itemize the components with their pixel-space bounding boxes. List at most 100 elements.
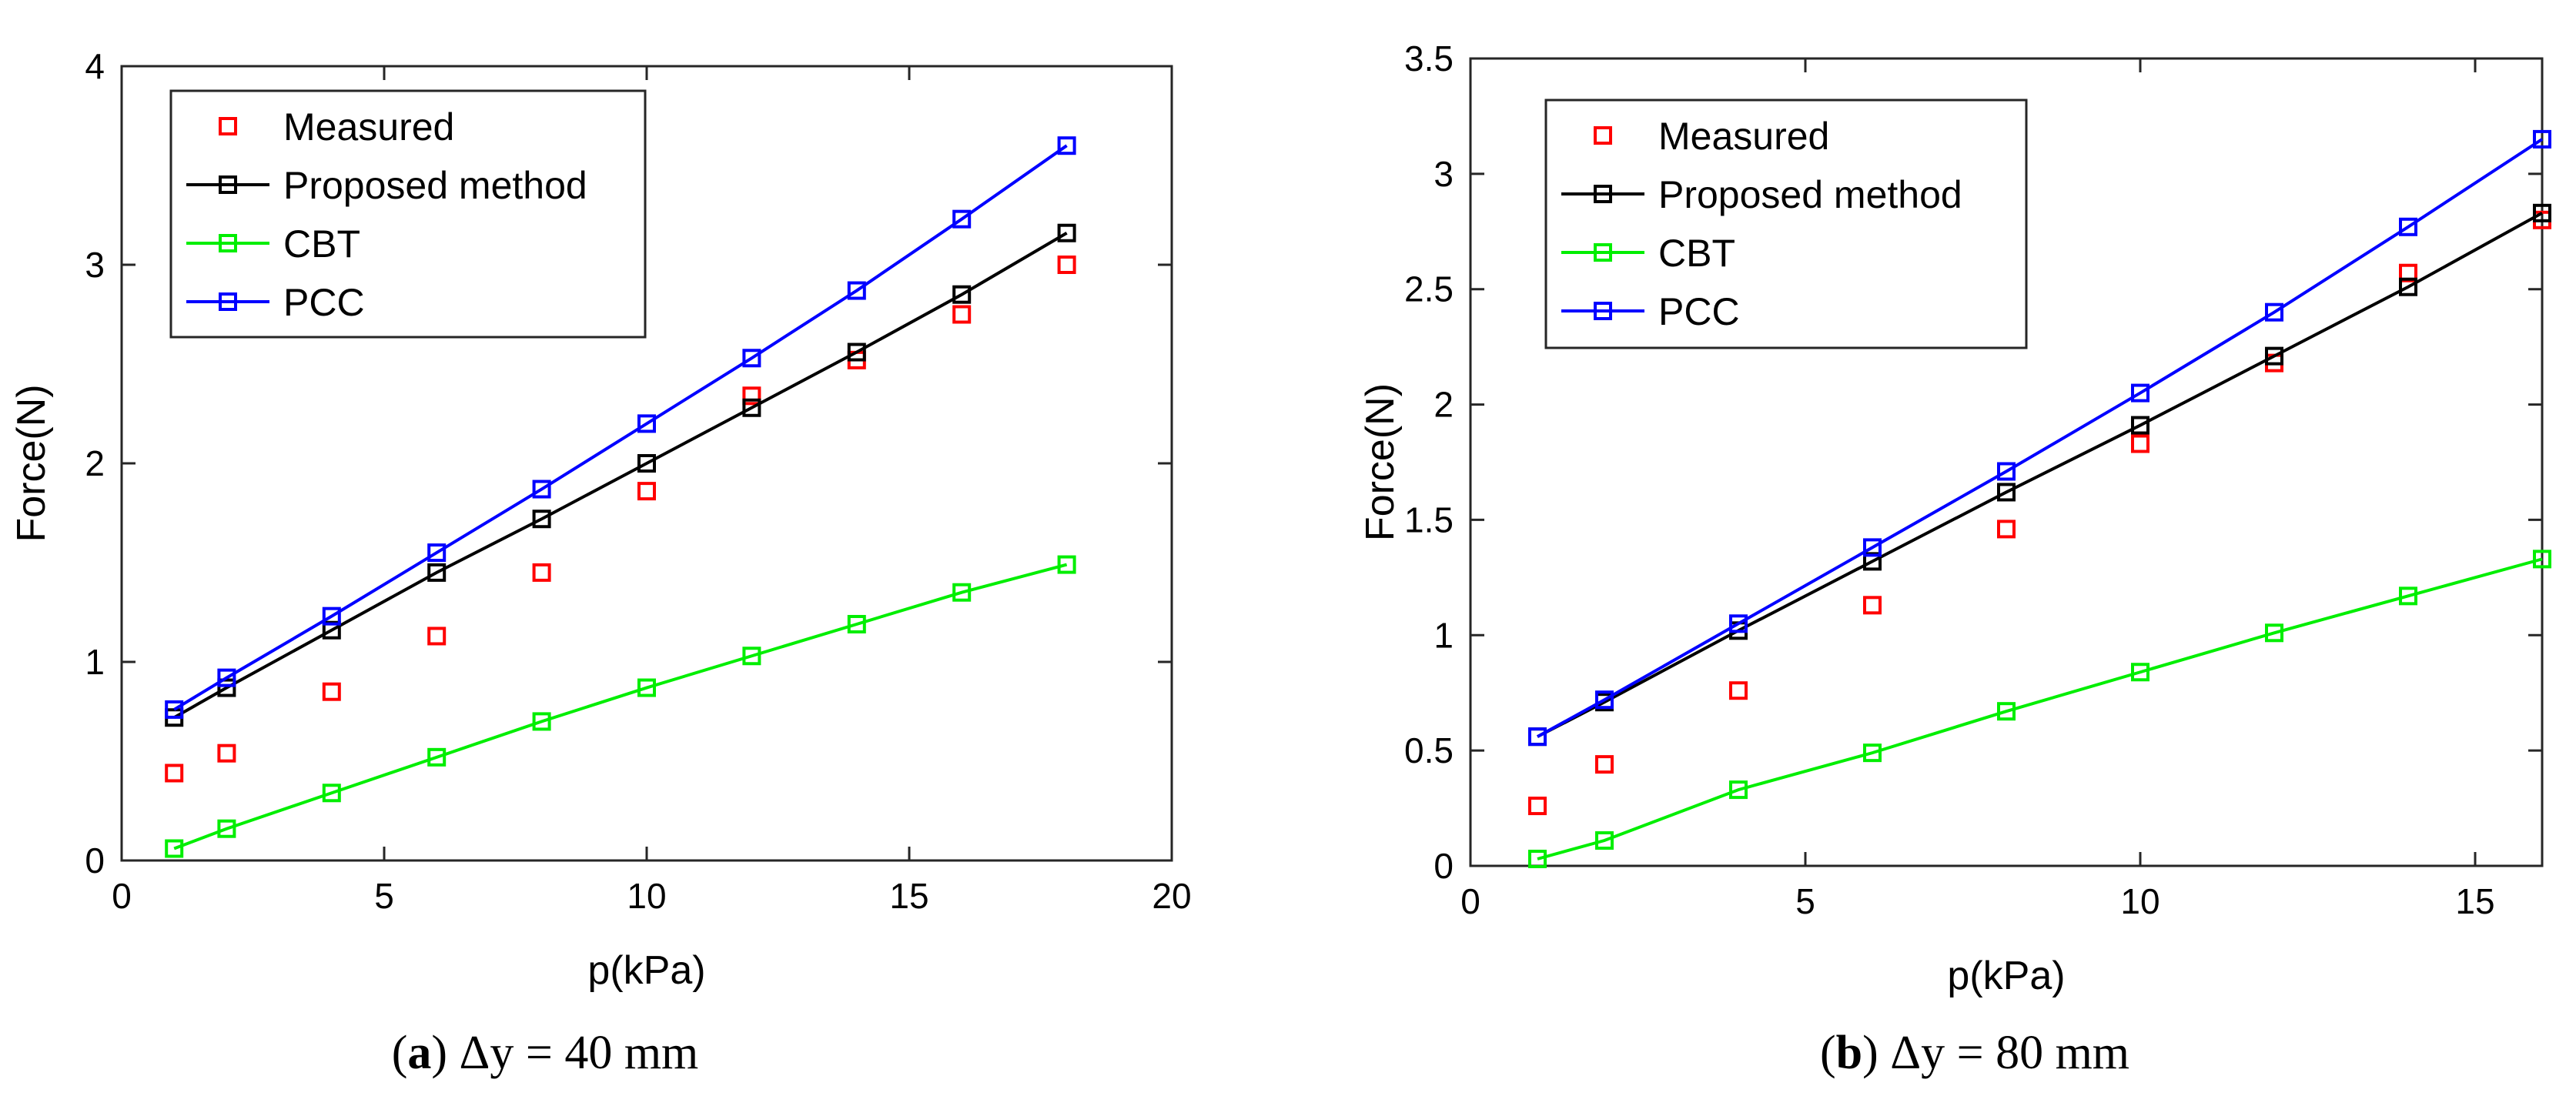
caption-text-a: Δy = 40 mm: [460, 1027, 699, 1079]
series-cbt-point: [427, 747, 447, 767]
legend-box: [1544, 99, 2028, 349]
series-pcc-point: [637, 414, 656, 433]
y-axis-label: Force(N): [1358, 383, 1403, 541]
legend-marker: [1594, 302, 1612, 320]
series-pcc-point: [532, 480, 551, 499]
legend-marker: [1594, 185, 1612, 203]
series-measured-point: [1997, 520, 2016, 539]
series-pcc-point: [2265, 302, 2283, 322]
y-tick-label: 0.5: [1404, 730, 1454, 770]
series-proposed-method-point: [742, 398, 761, 417]
y-tick-label: 2: [1434, 385, 1454, 425]
series-pcc-point: [427, 543, 447, 563]
series-pcc-point: [2533, 129, 2551, 149]
series-cbt-point: [2131, 663, 2149, 682]
series-pcc-point: [165, 700, 184, 719]
x-tick-label: 15: [2455, 881, 2494, 921]
legend-label: Proposed method: [1658, 173, 1962, 216]
series-proposed-method-line: [1537, 212, 2543, 738]
legend-marker: [219, 117, 237, 135]
series-cbt-point: [637, 678, 656, 697]
series-measured-point: [1863, 596, 1882, 615]
series-pcc-point: [1595, 690, 1614, 710]
x-tick-label: 0: [112, 876, 132, 916]
series-cbt: [1528, 550, 2551, 869]
series-proposed-method-line: [173, 231, 1068, 719]
series-pcc-line: [1537, 138, 2544, 738]
series-cbt-point: [1595, 831, 1614, 850]
series-proposed-method-point: [637, 454, 656, 473]
series-pcc-point: [1528, 727, 1547, 747]
y-axis-label: Force(N): [9, 384, 54, 542]
series-measured-point: [322, 682, 341, 701]
legend-label: Measured: [1658, 115, 1829, 158]
series-measured-point: [1729, 681, 1748, 700]
caption-b: (b) Δy = 80 mm: [1820, 1027, 2129, 1079]
x-tick-label: 5: [1795, 881, 1815, 921]
y-tick-label: 1: [85, 642, 105, 682]
caption-id-b: b: [1836, 1027, 1862, 1079]
series-cbt: [165, 555, 1076, 858]
series-cbt-point: [742, 647, 761, 666]
legend-marker: [1594, 243, 1612, 262]
y-tick-label: 1: [1434, 615, 1454, 655]
series-measured-point: [532, 563, 551, 582]
series-cbt-point: [165, 839, 184, 858]
x-axis-label: p(kPa): [1947, 954, 2065, 998]
y-tick-label: 3: [1434, 154, 1454, 194]
series-measured-point: [1057, 256, 1076, 274]
series-proposed-method-point: [1997, 483, 2016, 502]
series-pcc-point: [217, 668, 236, 687]
series-cbt-point: [532, 712, 551, 731]
x-tick-label: 5: [374, 876, 394, 916]
series-proposed-method-point: [2399, 277, 2417, 296]
series-measured-point: [952, 305, 972, 324]
series-pcc-point: [742, 349, 761, 368]
series-pcc-point: [1729, 614, 1748, 633]
series-cbt-line: [173, 563, 1068, 850]
series-pcc-point: [2399, 217, 2417, 236]
series-pcc-point: [952, 209, 972, 229]
legend-marker: [219, 234, 237, 252]
series-proposed-method-point: [532, 510, 551, 529]
series-pcc-point: [1057, 136, 1076, 155]
y-tick-label: 0: [1434, 846, 1454, 886]
series-measured-point: [2399, 263, 2417, 282]
series-pcc: [165, 136, 1076, 719]
series-cbt-point: [1729, 780, 1748, 800]
series-cbt-point: [952, 583, 972, 602]
series-measured-point: [165, 764, 184, 783]
y-tick-label: 0: [85, 840, 105, 880]
series-proposed-method-point: [1057, 223, 1076, 242]
series-cbt-point: [2533, 550, 2551, 569]
y-tick-label: 2.5: [1404, 269, 1454, 309]
series-proposed-method-point: [427, 563, 447, 582]
series-proposed-method-point: [847, 342, 866, 362]
series-cbt-point: [322, 784, 341, 803]
x-tick-label: 10: [627, 876, 666, 916]
series-measured: [165, 256, 1076, 783]
series-measured-point: [1595, 755, 1614, 774]
x-tick-label: 0: [1460, 881, 1480, 921]
series-cbt-point: [1057, 555, 1076, 574]
y-tick-label: 1.5: [1404, 500, 1454, 540]
y-tick-label: 4: [85, 46, 105, 86]
series-pcc-line: [173, 144, 1068, 711]
x-tick-label: 10: [2120, 881, 2159, 921]
series-pcc-point: [847, 281, 866, 300]
legend-marker: [1594, 126, 1612, 145]
series-pcc: [1528, 129, 2551, 747]
legend: Measured Proposed method CBT PCC: [1544, 99, 2028, 349]
series-proposed-method-point: [2131, 416, 2149, 435]
series-cbt-point: [217, 819, 236, 838]
series-pcc-point: [322, 606, 341, 626]
legend: Measured Proposed method CBT PCC: [169, 89, 647, 339]
series-cbt-point: [2399, 586, 2417, 606]
x-tick-label: 20: [1152, 876, 1191, 916]
legend-label: CBT: [1658, 232, 1735, 275]
caption-a: (a) Δy = 40 mm: [392, 1027, 699, 1079]
series-proposed-method-point: [2265, 346, 2283, 366]
caption-text-b: Δy = 80 mm: [1890, 1027, 2129, 1079]
legend-marker: [219, 292, 237, 311]
